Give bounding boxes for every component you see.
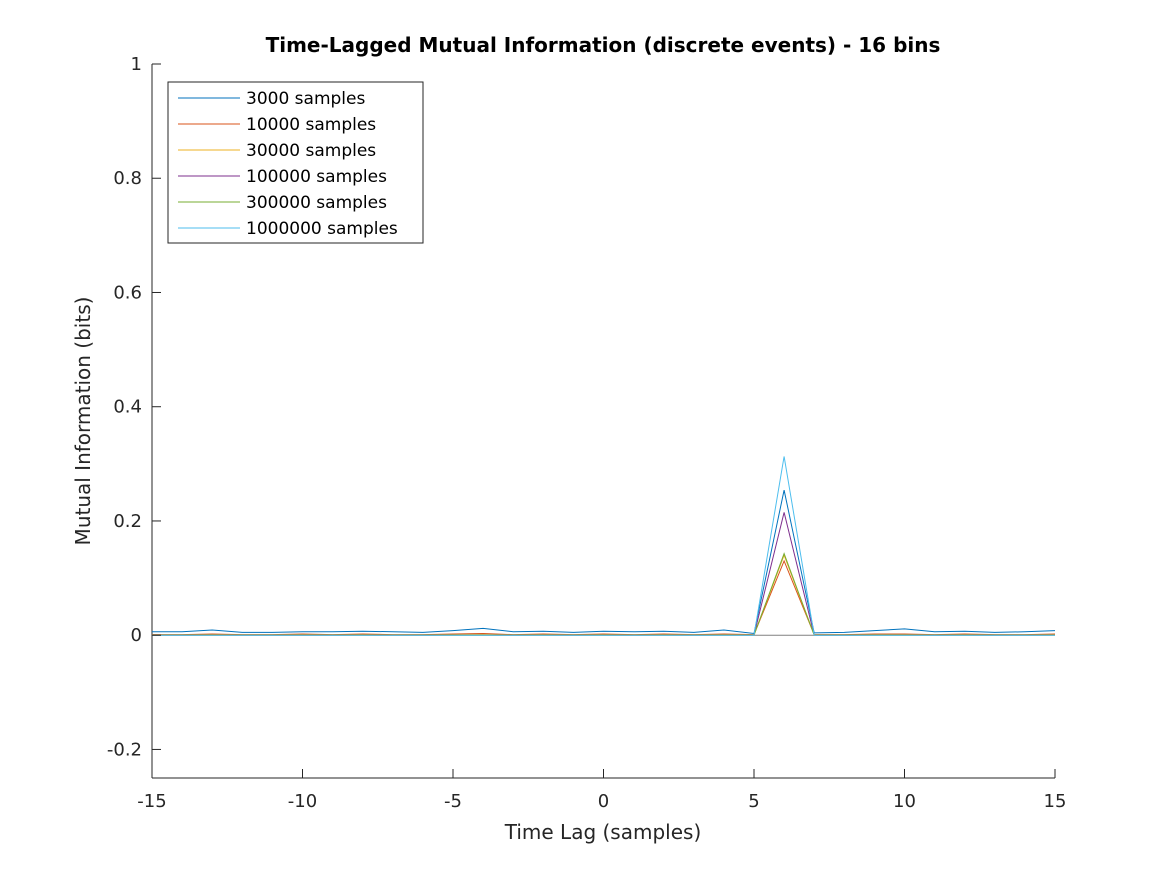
- x-tick-label: 15: [1044, 791, 1067, 812]
- chart-title: Time-Lagged Mutual Information (discrete…: [266, 33, 941, 57]
- y-axis-label: Mutual Information (bits): [71, 297, 95, 546]
- legend-label-6: 1000000 samples: [246, 219, 398, 239]
- y-tick-label: 0.4: [113, 397, 142, 418]
- series-group: [152, 456, 1056, 636]
- legend-items: 3000 samples 10000 samples 30000 samples 10…: [178, 89, 398, 239]
- x-tick-label: 10: [893, 791, 916, 812]
- series-line-1: [152, 490, 1056, 635]
- y-tick-label: 0.8: [113, 168, 142, 189]
- y-ticks: -0.2 0 0.2 0.4 0.6 0.8 1: [107, 54, 161, 760]
- legend: 3000 samples 10000 samples 30000 samples 10…: [167, 81, 424, 244]
- series-line-2: [152, 559, 1056, 636]
- legend-label-1: 3000 samples: [246, 89, 365, 109]
- x-tick-label: -10: [288, 791, 317, 812]
- legend-box: [167, 81, 424, 244]
- x-tick-label: 0: [598, 791, 609, 812]
- y-tick-label: 0.2: [113, 511, 142, 532]
- y-tick-label: 0.6: [113, 282, 142, 303]
- series-line-6: [152, 456, 1055, 636]
- plot-area: -0.2 0 0.2 0.4 0.6 0.8 1 -15 -10 -5 0 5 10 15: [107, 54, 1067, 812]
- y-tick-label: 1: [131, 54, 142, 75]
- x-axis-label: Time Lag (samples): [504, 820, 702, 844]
- legend-label-3: 30000 samples: [246, 141, 376, 161]
- x-ticks: -15 -10 -5 0 5 10 15: [137, 769, 1066, 812]
- x-tick-label: -15: [137, 791, 166, 812]
- legend-label-5: 300000 samples: [246, 193, 387, 213]
- x-tick-label: 5: [748, 791, 759, 812]
- x-tick-label: -5: [444, 791, 462, 812]
- legend-label-4: 100000 samples: [246, 167, 387, 187]
- y-tick-label: -0.2: [107, 739, 142, 760]
- y-tick-label: 0: [131, 625, 142, 646]
- legend-label-2: 10000 samples: [246, 115, 376, 135]
